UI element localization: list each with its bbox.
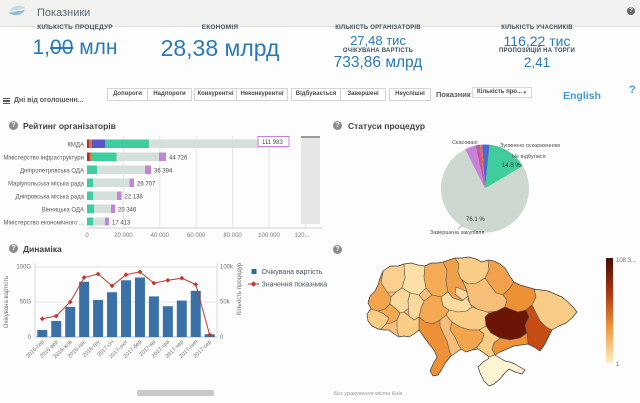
svg-text:100 000: 100 000: [258, 233, 280, 239]
svg-text:14.8 %: 14.8 %: [502, 163, 521, 169]
svg-text:Кількість процедур: Кількість процедур: [237, 262, 243, 315]
svg-text:44 726: 44 726: [169, 156, 188, 162]
svg-text:20 000: 20 000: [114, 233, 133, 239]
svg-text:Без урахування міста Київ: Без урахування міста Київ: [334, 391, 403, 397]
svg-text:100G: 100G: [16, 265, 31, 271]
svg-text:Маріупольська міська рада: Маріупольська міська рада: [8, 182, 85, 188]
svg-text:Дніпровська міська рада: Дніпровська міська рада: [16, 195, 85, 201]
svg-text:108.3...: 108.3...: [616, 258, 636, 264]
svg-text:50G: 50G: [20, 300, 32, 306]
svg-text:Очікувана вартість: Очікувана вартість: [262, 268, 323, 276]
svg-text:17 413: 17 413: [112, 221, 131, 227]
svg-text:50k: 50k: [220, 300, 231, 306]
svg-text:Міністерство інфраструктури: Міністерство інфраструктури: [3, 156, 84, 162]
svg-text:Вінницька ОДА: Вінницька ОДА: [42, 208, 84, 214]
svg-text:Зупинено оскарженням: Зупинено оскарженням: [500, 143, 560, 149]
svg-text:120...: 120...: [294, 233, 309, 239]
svg-text:1: 1: [616, 362, 620, 368]
svg-text:Міністерство економічного ...: Міністерство економічного ...: [3, 221, 84, 227]
svg-text:Значення показника: Значення показника: [262, 282, 328, 289]
svg-text:0: 0: [28, 335, 32, 341]
svg-text:76.1 %: 76.1 %: [466, 217, 485, 223]
svg-text:Очікувана вартість: Очікувана вартість: [4, 276, 10, 328]
svg-text:22 138: 22 138: [125, 195, 144, 201]
svg-text:20 346: 20 346: [118, 208, 137, 214]
svg-text:26 707: 26 707: [137, 182, 156, 188]
svg-text:111 983: 111 983: [262, 140, 283, 146]
svg-text:0: 0: [85, 233, 89, 239]
svg-text:Скасовані: Скасовані: [452, 140, 478, 146]
svg-text:0: 0: [220, 335, 224, 341]
svg-text:100k: 100k: [220, 265, 234, 271]
svg-text:Не відбулися: Не відбулися: [512, 154, 546, 160]
svg-text:36 394: 36 394: [154, 169, 173, 175]
svg-text:Дніпропетровська ОДА: Дніпропетровська ОДА: [20, 169, 84, 175]
svg-text:60 000: 60 000: [187, 233, 206, 239]
svg-text:КМДА: КМДА: [67, 143, 84, 149]
svg-text:Завершена закупівля: Завершена закупівля: [430, 230, 484, 236]
svg-text:40 000: 40 000: [151, 233, 170, 239]
svg-text:80 000: 80 000: [223, 233, 242, 239]
